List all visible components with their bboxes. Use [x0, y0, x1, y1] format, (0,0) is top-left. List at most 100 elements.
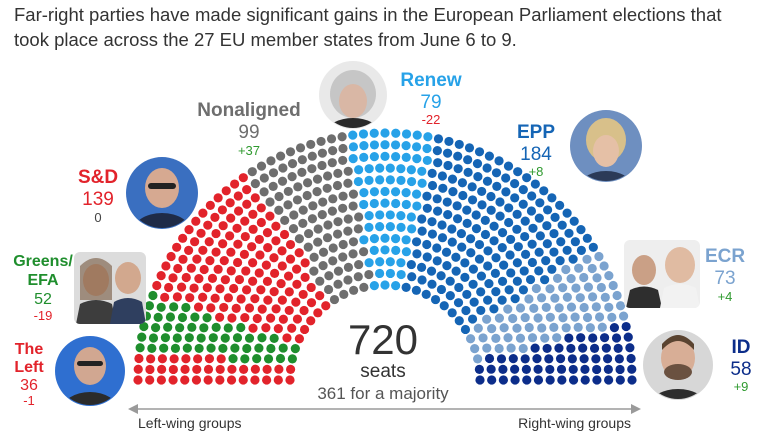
seat-ecr	[494, 313, 504, 323]
seat-s-d	[292, 279, 302, 289]
seat-epp	[562, 245, 572, 255]
seat-s-d	[273, 324, 283, 334]
seat-epp	[401, 282, 411, 292]
seat-epp	[518, 185, 528, 195]
seat-ecr	[499, 323, 509, 333]
seat-renew	[380, 245, 390, 255]
seat-epp	[534, 266, 544, 276]
seat-s-d	[284, 305, 294, 316]
seat-ecr	[608, 280, 618, 291]
seat-id	[521, 364, 531, 375]
seat-s-d	[226, 266, 236, 276]
seat-s-d	[240, 231, 250, 242]
seat-renew	[396, 269, 406, 280]
seat-s-d	[198, 292, 208, 302]
seat-epp	[491, 287, 501, 297]
seat-s-d	[213, 193, 223, 203]
seat-epp	[513, 167, 523, 177]
seat-epp	[510, 193, 520, 203]
seat-epp	[555, 200, 565, 210]
seat-ecr	[512, 323, 522, 333]
seat-the-left	[191, 375, 202, 385]
left-axis-label: Left-wing groups	[138, 415, 242, 431]
seat-ecr	[561, 264, 571, 275]
seat-epp	[510, 294, 520, 304]
seat-epp	[437, 220, 447, 230]
seat-epp	[422, 203, 432, 213]
seat-nonaligned	[333, 168, 343, 178]
seat-greens-efa	[275, 353, 286, 364]
seat-s-d	[215, 312, 225, 322]
seat-s-d	[242, 185, 252, 195]
seat-ecr	[503, 333, 513, 343]
seat-renew	[380, 233, 390, 243]
seat-s-d	[233, 239, 243, 249]
seat-s-d	[199, 264, 209, 275]
seat-ecr	[537, 323, 547, 333]
seat-s-d	[211, 228, 221, 239]
seat-ecr	[587, 263, 597, 274]
seat-renew	[375, 268, 385, 279]
left-name-line1: The	[15, 341, 44, 358]
seat-nonaligned	[280, 215, 290, 225]
seat-renew	[375, 175, 385, 185]
seat-id	[588, 333, 598, 343]
seat-nonaligned	[315, 276, 325, 286]
seat-epp	[443, 148, 453, 158]
seat-s-d	[185, 293, 195, 303]
seat-ecr	[482, 314, 492, 324]
seat-id	[580, 364, 590, 374]
seat-s-d	[198, 208, 208, 218]
seat-s-d	[299, 324, 310, 335]
seat-renew	[385, 210, 395, 220]
seat-epp	[453, 164, 463, 174]
seat-s-d	[186, 263, 196, 273]
seat-epp	[454, 316, 464, 326]
seat-the-left	[168, 375, 178, 385]
seat-s-d	[279, 229, 290, 240]
seat-epp	[452, 201, 462, 211]
seat-nonaligned	[349, 285, 359, 295]
seat-nonaligned	[338, 239, 348, 250]
seat-renew	[391, 245, 401, 255]
seat-nonaligned	[343, 275, 353, 285]
seat-s-d	[191, 216, 201, 226]
seat-epp	[451, 266, 461, 276]
seat-epp	[462, 289, 472, 300]
seat-renew	[380, 280, 390, 290]
seat-epp	[472, 159, 483, 169]
intro-text: Far-right parties have made significant …	[14, 4, 722, 50]
seat-ecr	[607, 312, 617, 322]
seat-epp	[477, 186, 487, 197]
seat-epp	[512, 209, 522, 219]
seat-renew	[401, 247, 412, 257]
sd-portrait	[126, 157, 198, 229]
seat-epp	[432, 194, 442, 204]
seat-epp	[443, 160, 453, 171]
seat-id	[576, 333, 586, 343]
seat-epp	[411, 237, 422, 247]
seat-the-left	[262, 375, 272, 385]
seat-renew	[375, 210, 385, 220]
seat-s-d	[247, 242, 257, 252]
seat-epp	[490, 268, 500, 278]
seat-the-left	[156, 375, 166, 385]
seat-renew	[369, 140, 380, 150]
seat-greens-efa	[228, 354, 238, 364]
seat-s-d	[193, 302, 204, 312]
seat-ecr	[566, 274, 576, 284]
seat-renew	[411, 142, 422, 152]
seat-epp	[542, 239, 552, 249]
seat-nonaligned	[358, 247, 369, 257]
seat-s-d	[240, 312, 250, 323]
seat-epp	[407, 272, 417, 282]
seat-epp	[417, 275, 427, 285]
seat-s-d	[300, 272, 310, 282]
seat-greens-efa	[263, 354, 274, 364]
seat-ecr	[591, 302, 601, 312]
seat-nonaligned	[317, 160, 327, 171]
seat-greens-efa	[232, 333, 243, 343]
seat-epp	[447, 174, 458, 184]
seat-ecr	[570, 312, 580, 322]
seat-greens-efa	[159, 343, 169, 353]
